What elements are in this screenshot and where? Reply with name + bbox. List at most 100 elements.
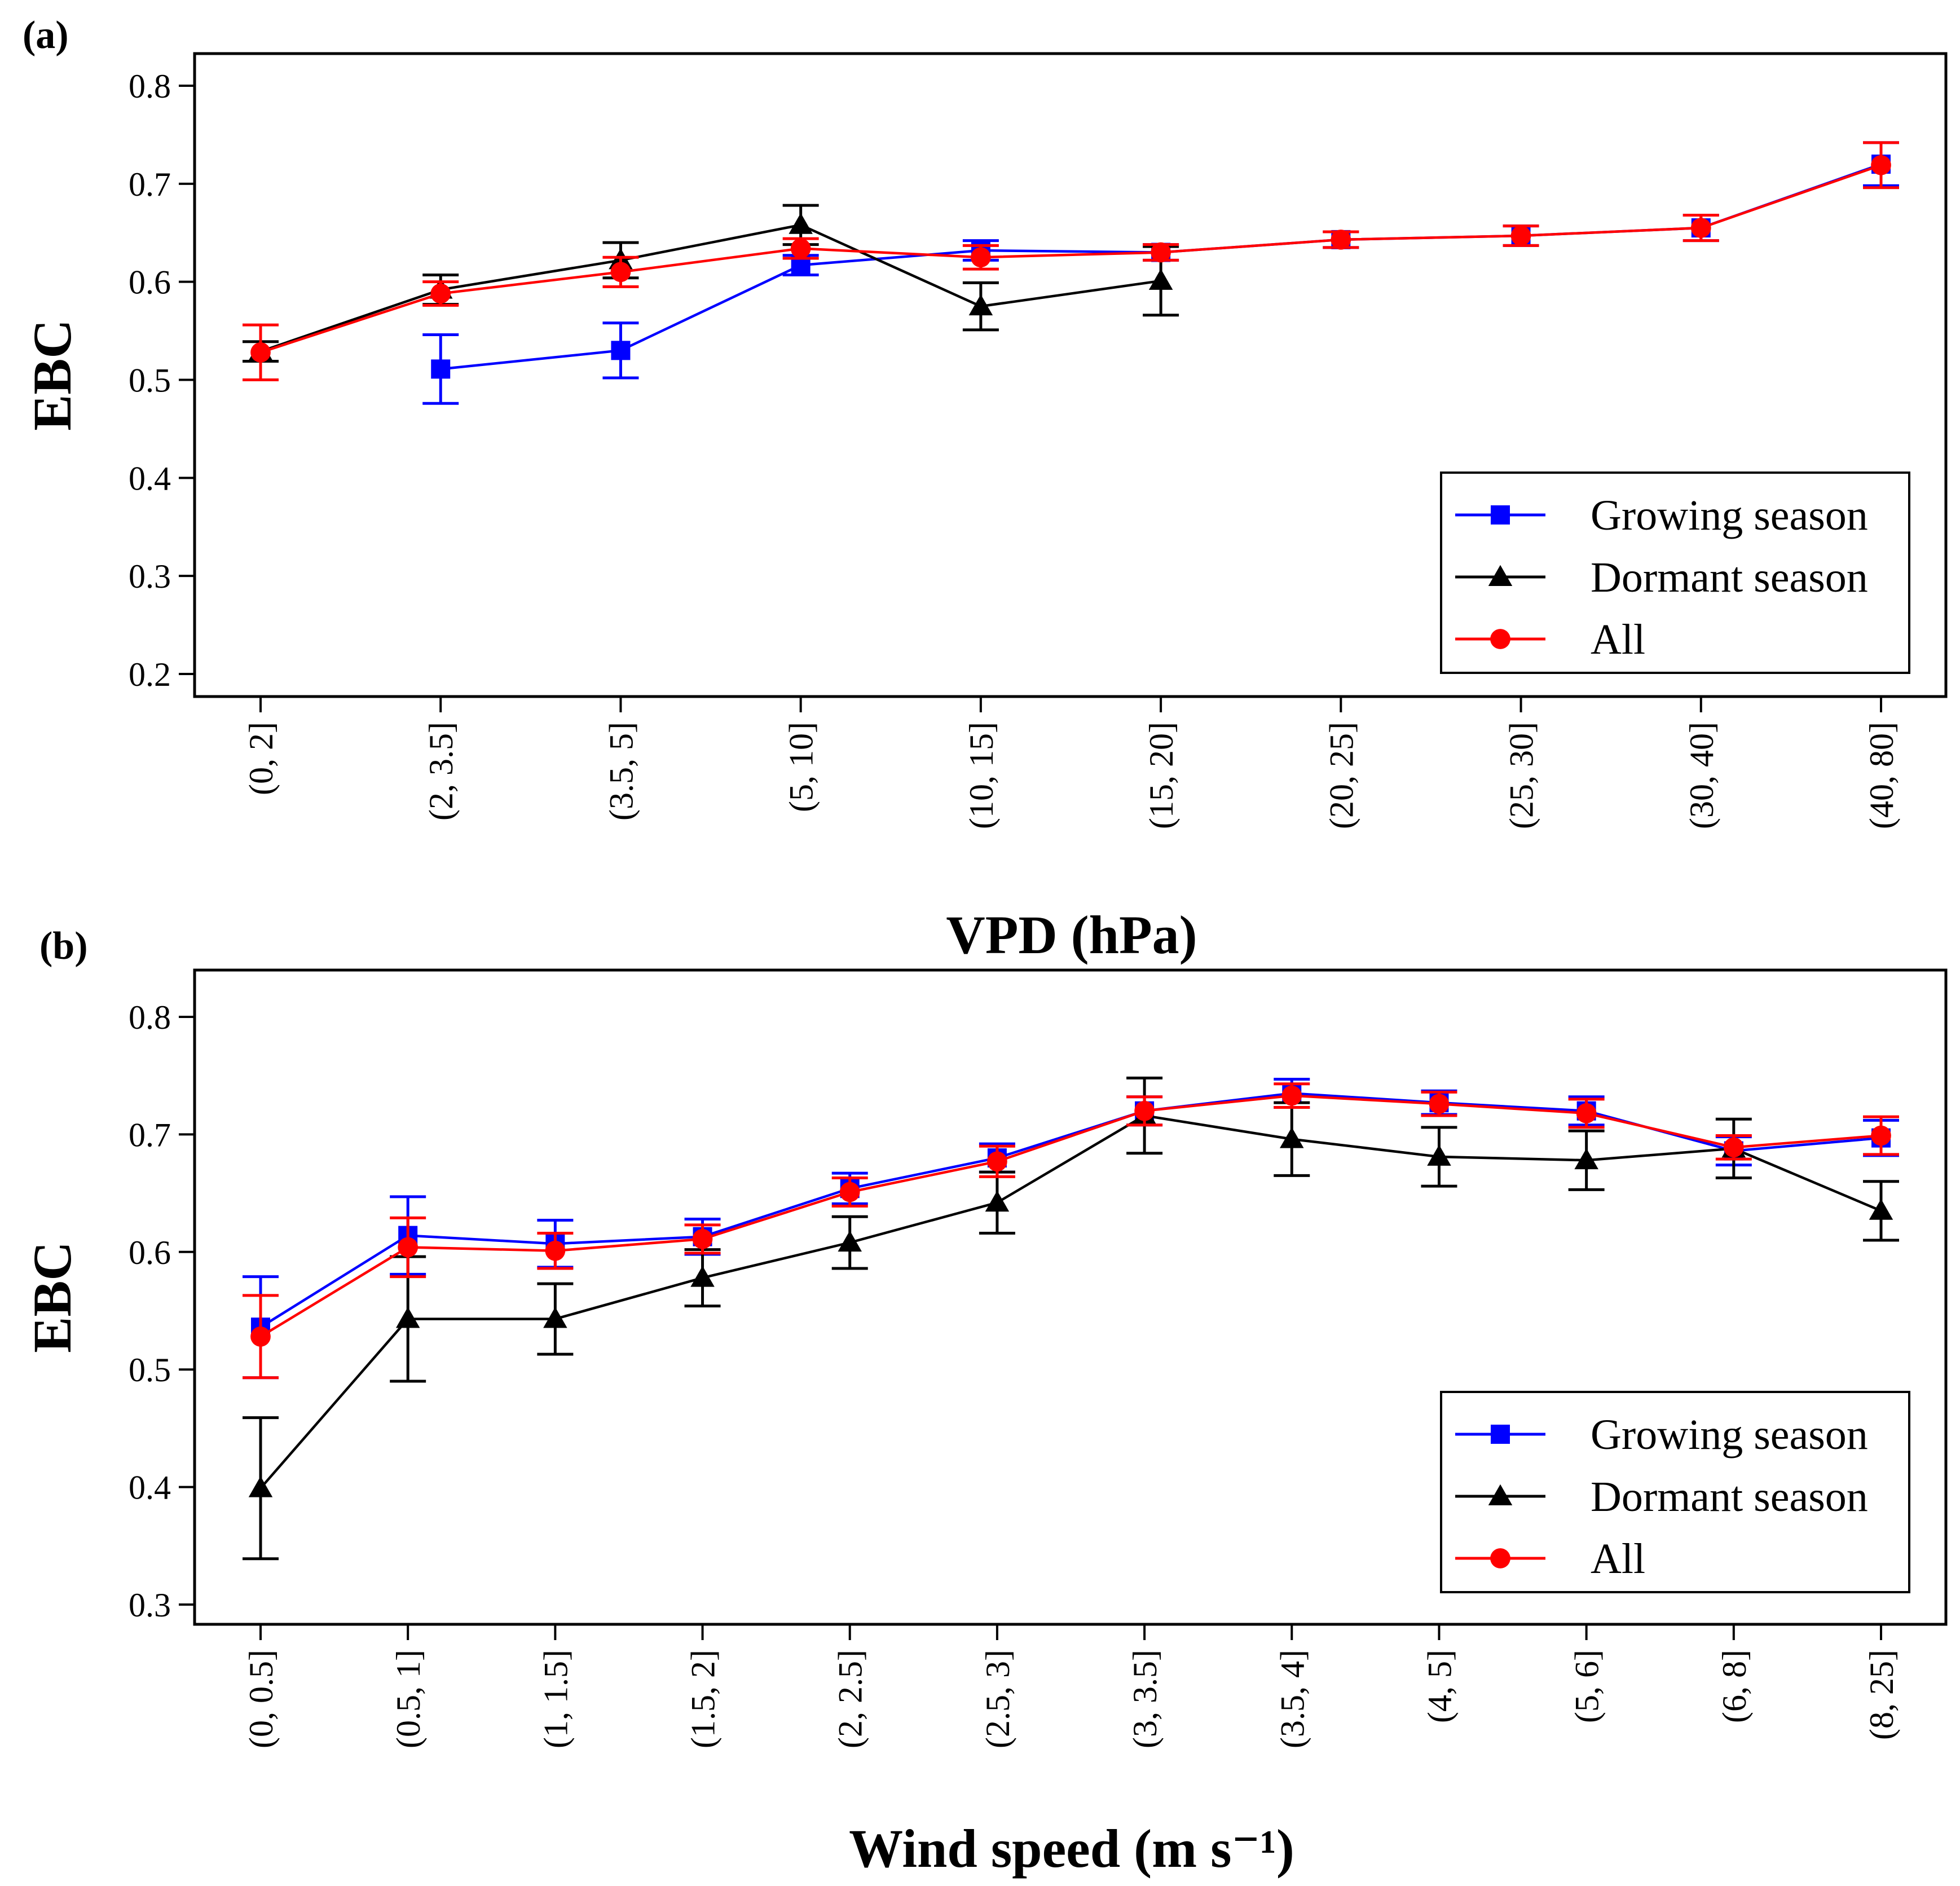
legend-marker-triangle-a	[1488, 565, 1513, 586]
x-tick-label-b-9: (5, 6]	[1569, 1650, 1606, 1723]
line-triangle-a	[260, 223, 1161, 353]
point-circle-a-2	[610, 262, 631, 283]
y-tick-label-a-0: 0.2	[129, 656, 171, 693]
point-circle-a-9	[1871, 155, 1891, 175]
point-circle-a-1	[430, 283, 451, 304]
point-circle-b-7	[1281, 1085, 1302, 1106]
x-tick-label-a-0: (0, 2]	[243, 722, 280, 795]
point-triangle-b-11	[1869, 1198, 1893, 1220]
x-tick-label-b-0: (0, 0.5]	[243, 1650, 280, 1748]
legend-label-triangle-b: Dormant season	[1591, 1473, 1868, 1521]
legend-label-circle-a: All	[1591, 616, 1645, 663]
legend-label-circle-b: All	[1591, 1535, 1645, 1583]
line-circle-a	[260, 164, 1882, 354]
point-triangle-a-4	[968, 294, 993, 316]
series-layer-b	[243, 1076, 1899, 1561]
legend-marker-square-a	[1491, 505, 1510, 525]
y-axis-title-a: EBC	[22, 319, 82, 430]
point-triangle-b-0	[248, 1476, 273, 1497]
point-triangle-b-1	[395, 1307, 420, 1328]
legend-marker-circle-b	[1490, 1548, 1510, 1568]
legend-a: Growing season Dormant season All	[1440, 472, 1910, 674]
point-circle-a-3	[790, 238, 811, 259]
plot-frame-a	[193, 52, 1948, 698]
series-square-b	[243, 1077, 1899, 1380]
plot-frame-b	[193, 968, 1948, 1626]
x-tick-label-a-8: (30, 40]	[1683, 722, 1720, 829]
legend-box-a	[1440, 472, 1910, 674]
panel-b: (b) 0.30.40.50.60.70.8 (0, 0.5] (0.5, 1](…	[22, 924, 1948, 1879]
x-tick-label-b-3: (1.5, 2]	[685, 1650, 722, 1748]
x-axis-a: (0, 2] (2, 3.5] (3.5, 5] (5, 10] (10, 15] (15…	[243, 697, 1900, 829]
point-circle-b-0	[250, 1326, 271, 1347]
point-circle-a-0	[250, 342, 271, 363]
point-square-a-2	[611, 341, 631, 360]
legend-b: Growing season Dormant season All	[1440, 1391, 1910, 1593]
x-tick-label-b-11: (8, 25]	[1863, 1650, 1900, 1740]
point-triangle-b-5	[985, 1191, 1010, 1212]
point-triangle-b-3	[690, 1266, 715, 1287]
legend-marker-triangle-b	[1488, 1484, 1513, 1505]
x-tick-label-a-7: (25, 30]	[1503, 722, 1540, 829]
point-triangle-b-2	[543, 1307, 567, 1328]
point-circle-b-5	[987, 1151, 1007, 1172]
y-tick-label-b-3: 0.6	[129, 1234, 171, 1271]
line-square-b	[259, 1092, 1882, 1329]
legend-label-triangle-a: Dormant season	[1591, 554, 1868, 601]
x-tick-label-b-4: (2, 2.5]	[832, 1650, 869, 1748]
y-axis-b: 0.3 0.4 0.5 0.6 0.7 0.8	[129, 999, 195, 1624]
x-tick-label-b-2: (1, 1.5]	[537, 1650, 574, 1748]
point-circle-b-6	[1134, 1100, 1155, 1121]
panel-label-a: (a)	[23, 14, 69, 57]
point-circle-a-5	[1151, 242, 1171, 263]
x-axis-title-b: Wind speed (m s⁻¹)	[849, 1818, 1294, 1879]
point-circle-b-9	[1576, 1103, 1597, 1123]
point-circle-b-2	[545, 1240, 566, 1261]
legend-label-square-a: Growing season	[1591, 492, 1868, 539]
x-tick-label-b-10: (6, 8]	[1716, 1650, 1753, 1723]
y-tick-label-b-0: 0.3	[129, 1587, 171, 1624]
y-tick-label-b-5: 0.8	[129, 999, 171, 1036]
x-axis-title-a: VPD (hPa)	[946, 905, 1197, 965]
y-tick-label-b-2: 0.5	[129, 1351, 171, 1389]
y-axis-title-b: EBC	[22, 1241, 82, 1352]
panel-label-b: (b)	[39, 924, 88, 968]
x-tick-label-a-4: (10, 15]	[963, 722, 1000, 829]
series-triangle-a	[243, 204, 1179, 363]
x-tick-label-b-1: (0.5, 1]	[390, 1650, 427, 1748]
series-circle-b	[243, 1082, 1899, 1380]
y-tick-label-a-3: 0.5	[129, 362, 171, 399]
point-circle-a-4	[971, 247, 991, 268]
point-circle-b-11	[1871, 1125, 1891, 1146]
x-tick-label-b-8: (4, 5]	[1421, 1650, 1458, 1723]
point-triangle-b-8	[1427, 1144, 1451, 1166]
y-tick-label-a-4: 0.6	[129, 264, 171, 301]
x-tick-label-a-3: (5, 10]	[783, 722, 820, 812]
legend-marker-square-b	[1491, 1425, 1510, 1444]
series-layer-a	[243, 141, 1899, 405]
x-tick-label-b-5: (2.5, 3]	[979, 1650, 1016, 1748]
y-tick-label-a-1: 0.3	[129, 558, 171, 595]
point-circle-b-8	[1429, 1094, 1450, 1114]
point-triangle-a-5	[1148, 268, 1173, 290]
point-circle-b-10	[1723, 1137, 1744, 1158]
point-triangle-b-9	[1574, 1148, 1598, 1170]
legend-label-square-b: Growing season	[1591, 1411, 1868, 1458]
y-tick-label-a-5: 0.7	[129, 166, 171, 203]
point-circle-a-8	[1690, 218, 1711, 238]
series-circle-a	[243, 141, 1899, 381]
line-circle-b	[259, 1094, 1882, 1338]
point-circle-b-3	[692, 1229, 713, 1249]
point-circle-a-6	[1331, 230, 1351, 250]
point-triangle-b-4	[838, 1230, 862, 1252]
point-triangle-b-7	[1280, 1127, 1304, 1148]
y-tick-label-b-1: 0.4	[129, 1469, 171, 1506]
y-tick-label-b-4: 0.7	[129, 1116, 171, 1153]
x-tick-label-b-6: (3, 3.5]	[1126, 1650, 1164, 1748]
x-axis-b: (0, 0.5] (0.5, 1] (1, 1.5] (1.5, 2] (2, 2.5]…	[243, 1624, 1900, 1748]
x-tick-label-a-2: (3.5, 5]	[602, 722, 640, 821]
y-axis-a: 0.2 0.3 0.4 0.5 0.6 0.7 0.8	[129, 68, 195, 693]
x-tick-label-a-5: (15, 20]	[1143, 722, 1180, 829]
point-triangle-a-3	[789, 213, 813, 234]
